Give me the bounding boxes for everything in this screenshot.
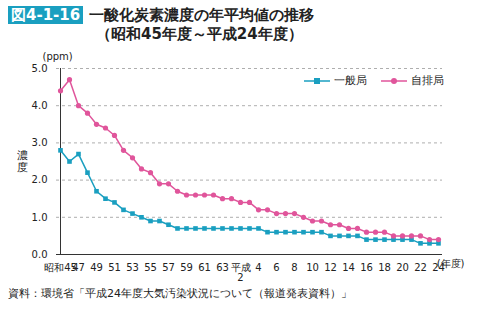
svg-text:47: 47	[72, 262, 85, 273]
svg-text:16: 16	[360, 262, 373, 273]
html-text:資料：環境省「平成24年度大気汚染状況について（報道発表資料: 資料：環境省「平成24年度大気汚染状況について（報道発表資料）」	[8, 287, 352, 300]
svg-text:5.0: 5.0	[32, 63, 48, 74]
svg-text:1.0: 1.0	[32, 212, 48, 223]
svg-text:(ppm): (ppm)	[43, 51, 73, 62]
svg-text:昭和45: 昭和45	[44, 261, 77, 273]
svg-text:55: 55	[144, 262, 157, 273]
svg-text:22: 22	[414, 262, 427, 273]
svg-text:20: 20	[396, 262, 409, 273]
svg-text:10: 10	[306, 262, 319, 273]
svg-text:0.0: 0.0	[32, 249, 48, 260]
svg-text:14: 14	[342, 262, 355, 273]
svg-text:63: 63	[216, 262, 229, 273]
svg-text:18: 18	[378, 262, 391, 273]
svg-text:59: 59	[180, 262, 193, 273]
svg-text:平成2: 平成2	[231, 262, 251, 283]
svg-text:4.0: 4.0	[32, 100, 48, 111]
svg-text:61: 61	[198, 262, 211, 273]
html-text:（昭和45年度～平成24年度）: （昭和45年度～平成24年度）	[96, 25, 303, 43]
html-text:自排局: 自排局	[411, 74, 444, 87]
svg-text:3.0: 3.0	[32, 137, 48, 148]
svg-text:53: 53	[126, 262, 139, 273]
svg-text:49: 49	[90, 262, 103, 273]
svg-text:2.0: 2.0	[32, 174, 48, 185]
html-text:一般局: 一般局	[334, 74, 367, 87]
svg-text:8: 8	[291, 262, 297, 273]
html-text:図4-1-16: 図4-1-16	[11, 6, 81, 24]
svg-text:51: 51	[108, 262, 121, 273]
svg-text:6: 6	[273, 262, 279, 273]
svg-text:57: 57	[162, 262, 175, 273]
svg-text:濃度: 濃度	[17, 149, 28, 174]
svg-text:(年度): (年度)	[437, 258, 465, 269]
html-text:一酸化炭素濃度の年平均値の推移: 一酸化炭素濃度の年平均値の推移	[89, 6, 315, 24]
svg-text:4: 4	[255, 262, 261, 273]
svg-text:12: 12	[324, 262, 337, 273]
